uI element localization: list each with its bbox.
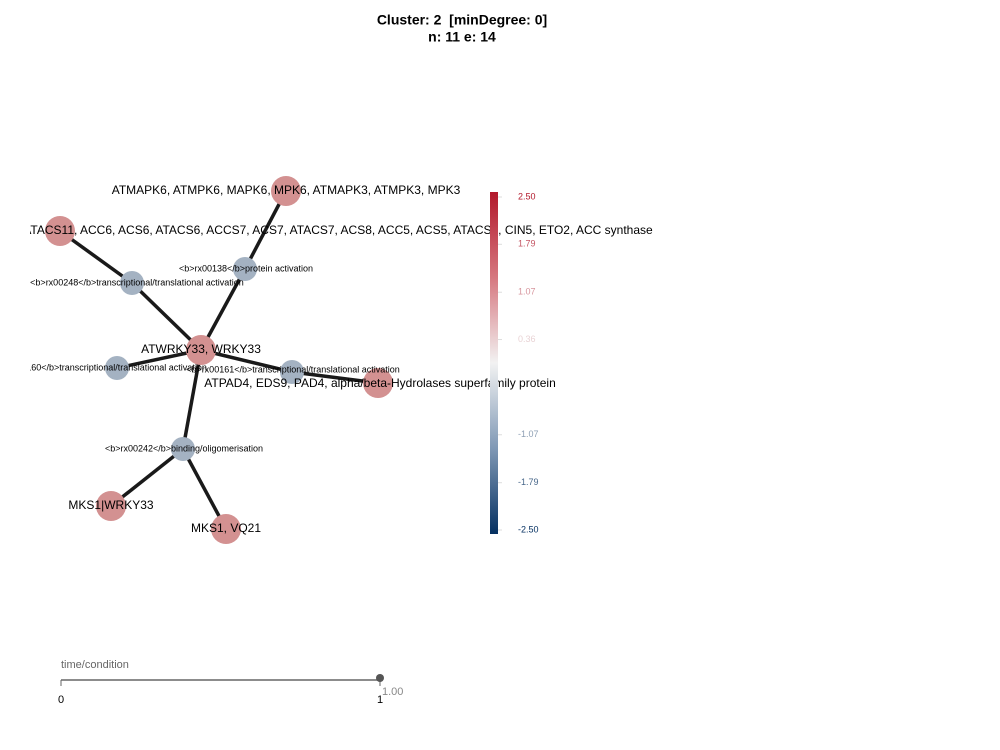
colorbar-tick-label: 2.50: [518, 191, 536, 201]
edge: [199, 268, 247, 351]
edge: [181, 448, 228, 530]
slider-tick-label: 0: [58, 694, 64, 706]
gene-node[interactable]: [211, 514, 241, 544]
colorbar-tick-label: -2.50: [518, 524, 539, 534]
gene-node[interactable]: [363, 368, 393, 398]
node-label: ATACS11, ACC6, ACS6, ATACS6, ACCS7, ACS7…: [23, 223, 653, 237]
reaction-node[interactable]: [280, 360, 304, 384]
slider-tick-label: 1: [377, 694, 383, 706]
title: Cluster: 2 [minDegree: 0]: [377, 12, 547, 28]
colorbar-tick-label: 1.79: [518, 239, 536, 249]
gene-node[interactable]: [45, 216, 75, 246]
node-label: <b>rx00248</b>transcriptional/translatio…: [30, 277, 244, 287]
colorbar-ticks: 2.50 1.79 1.07 0.36 -1.07 -1.79 -2.50: [498, 191, 539, 534]
node-label: MKS1, VQ21: [191, 521, 261, 535]
slider-knob[interactable]: [376, 674, 384, 682]
colorbar-tick-label: -1.07: [518, 429, 539, 439]
node-label: <b>rx00160</b>transcriptional/translatio…: [0, 362, 207, 372]
edge: [200, 348, 293, 374]
gene-node[interactable]: [271, 176, 301, 206]
gene-node[interactable]: [96, 491, 126, 521]
edge: [130, 281, 203, 352]
node-label: <b>rx00161</b>transcriptional/translatio…: [186, 364, 400, 374]
network: ATMAPK6, ATMPK6, MAPK6, MPK6, ATMAPK3, A…: [0, 176, 653, 544]
node-label: <b>rx00138</b>protein activation: [179, 263, 313, 273]
node-label: MKS1|WRKY33: [68, 498, 153, 512]
colorbar-tick-label: 1.07: [518, 287, 536, 297]
slider[interactable]: time/condition 0 11.00: [58, 659, 403, 706]
colorbar: [490, 192, 498, 534]
colorbar-tick-label: -1.79: [518, 477, 539, 487]
slider-value: 1.00: [382, 686, 403, 698]
node-label: ATWRKY33, WRKY33: [141, 342, 261, 356]
node-label: <b>rx00242</b>binding/oligomerisation: [105, 443, 263, 453]
edge: [109, 447, 185, 508]
colorbar-tick-label: 0.36: [518, 334, 536, 344]
reaction-node[interactable]: [233, 257, 257, 281]
slider-label: time/condition: [61, 659, 129, 671]
edge: [181, 349, 203, 450]
gene-node[interactable]: [186, 335, 216, 365]
node-label: ATMAPK6, ATMPK6, MAPK6, MPK6, ATMAPK3, A…: [112, 183, 461, 197]
reaction-node[interactable]: [105, 356, 129, 380]
subtitle: n: 11 e: 14: [428, 29, 496, 45]
reaction-node[interactable]: [120, 271, 144, 295]
reaction-node[interactable]: [171, 437, 195, 461]
node-label: ATPAD4, EDS9, PAD4, alpha/beta-Hydrolase…: [204, 376, 556, 390]
